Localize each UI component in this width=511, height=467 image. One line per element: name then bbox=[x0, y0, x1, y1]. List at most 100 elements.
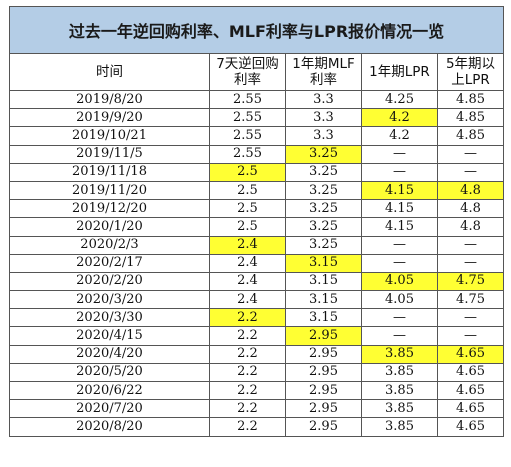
cell-lpr-5y: — bbox=[436, 326, 505, 346]
table-row: 2019/9/20 2.55 3.3 4.2 4.85 bbox=[9, 108, 505, 128]
cell-date: 2020/7/20 bbox=[9, 399, 210, 419]
cell-lpr-5y: 4.65 bbox=[436, 344, 505, 364]
cell-reverse-repo: 2.4 bbox=[209, 253, 286, 273]
col-header-lpr-1y: 1年期LPR bbox=[361, 53, 438, 91]
cell-reverse-repo: 2.2 bbox=[209, 326, 286, 346]
cell-reverse-repo: 2.5 bbox=[209, 162, 286, 182]
table-row: 2019/11/18 2.5 3.25— — bbox=[9, 162, 505, 182]
table-row: 2020/4/15 2.2 2.95— — bbox=[9, 326, 505, 346]
cell-date: 2020/2/3 bbox=[9, 235, 210, 255]
cell-lpr-5y: 4.8 bbox=[436, 199, 505, 219]
cell-lpr-1y: — bbox=[361, 235, 438, 255]
table-row: 2020/7/20 2.2 2.95 3.85 4.65 bbox=[9, 399, 505, 419]
cell-reverse-repo: 2.5 bbox=[209, 217, 286, 237]
cell-lpr-5y: 4.8 bbox=[436, 180, 505, 201]
cell-mlf: 3.15 bbox=[285, 308, 362, 328]
cell-lpr-1y: 3.85 bbox=[361, 344, 438, 364]
cell-lpr-5y: 4.85 bbox=[436, 89, 505, 110]
cell-date: 2019/8/20 bbox=[9, 89, 210, 110]
cell-lpr-1y: 3.85 bbox=[361, 380, 438, 401]
cell-mlf: 3.25 bbox=[285, 199, 362, 219]
table-row: 2020/8/20 2.2 2.95 3.85 4.65 bbox=[9, 417, 505, 437]
table-row: 2019/11/20 2.5 3.25 4.15 4.8 bbox=[9, 180, 505, 201]
cell-mlf: 2.95 bbox=[285, 362, 362, 383]
rate-table: 过去一年逆回购利率、MLF利率与LPR报价情况一览 时间 7天逆回购利率 1年期… bbox=[8, 6, 505, 437]
cell-date: 2020/8/20 bbox=[9, 417, 210, 437]
cell-lpr-5y: — bbox=[436, 253, 505, 273]
cell-lpr-5y: 4.65 bbox=[436, 399, 505, 419]
cell-lpr-1y: 4.15 bbox=[361, 180, 438, 201]
cell-date: 2020/3/20 bbox=[9, 290, 210, 310]
cell-mlf: 3.15 bbox=[285, 290, 362, 310]
cell-reverse-repo: 2.2 bbox=[209, 399, 286, 419]
table-row: 2020/5/20 2.2 2.95 3.85 4.65 bbox=[9, 362, 505, 383]
table-row: 2020/4/20 2.2 2.95 3.85 4.65 bbox=[9, 344, 505, 364]
cell-reverse-repo: 2.4 bbox=[209, 235, 286, 255]
cell-date: 2020/6/22 bbox=[9, 380, 210, 401]
cell-reverse-repo: 2.2 bbox=[209, 380, 286, 401]
cell-lpr-5y: 4.65 bbox=[436, 380, 505, 401]
cell-lpr-5y: 4.75 bbox=[436, 271, 505, 292]
cell-lpr-5y: 4.85 bbox=[436, 126, 505, 146]
table-row: 2020/6/22 2.2 2.95 3.85 4.65 bbox=[9, 380, 505, 401]
table-row: 2020/1/20 2.5 3.25 4.15 4.8 bbox=[9, 217, 505, 237]
table-title: 过去一年逆回购利率、MLF利率与LPR报价情况一览 bbox=[8, 6, 505, 54]
table-row: 2019/8/20 2.55 3.3 4.25 4.85 bbox=[9, 89, 505, 110]
cell-mlf: 2.95 bbox=[285, 399, 362, 419]
cell-lpr-5y: 4.85 bbox=[436, 108, 505, 128]
cell-date: 2020/4/20 bbox=[9, 344, 210, 364]
cell-lpr-1y: 3.85 bbox=[361, 362, 438, 383]
cell-mlf: 3.15 bbox=[285, 253, 362, 273]
cell-lpr-1y: — bbox=[361, 308, 438, 328]
cell-lpr-1y: 4.05 bbox=[361, 271, 438, 292]
cell-lpr-5y: — bbox=[436, 162, 505, 182]
cell-date: 2020/2/20 bbox=[9, 271, 210, 292]
cell-lpr-5y: 4.65 bbox=[436, 362, 505, 383]
cell-lpr-1y: — bbox=[361, 162, 438, 182]
cell-lpr-1y: 4.15 bbox=[361, 217, 438, 237]
cell-lpr-1y: 4.15 bbox=[361, 199, 438, 219]
table-row: 2019/11/5 2.55 3.25— — bbox=[9, 144, 505, 164]
col-header-date: 时间 bbox=[9, 53, 210, 91]
cell-mlf: 3.25 bbox=[285, 144, 362, 164]
table-row: 2019/10/21 2.55 3.3 4.2 4.85 bbox=[9, 126, 505, 146]
cell-reverse-repo: 2.55 bbox=[209, 108, 286, 128]
cell-date: 2019/12/20 bbox=[9, 199, 210, 219]
cell-reverse-repo: 2.2 bbox=[209, 308, 286, 328]
cell-reverse-repo: 2.4 bbox=[209, 271, 286, 292]
table-row: 2020/2/20 2.4 3.15 4.05 4.75 bbox=[9, 271, 505, 292]
cell-date: 2020/1/20 bbox=[9, 217, 210, 237]
cell-lpr-5y: 4.65 bbox=[436, 417, 505, 437]
cell-mlf: 2.95 bbox=[285, 344, 362, 364]
cell-reverse-repo: 2.2 bbox=[209, 417, 286, 437]
cell-lpr-1y: — bbox=[361, 144, 438, 164]
cell-reverse-repo: 2.55 bbox=[209, 126, 286, 146]
cell-mlf: 3.25 bbox=[285, 180, 362, 201]
cell-date: 2020/3/30 bbox=[9, 308, 210, 328]
col-header-lpr-5y: 5年期以上LPR bbox=[436, 53, 505, 91]
cell-lpr-1y: 4.2 bbox=[361, 126, 438, 146]
cell-date: 2020/2/17 bbox=[9, 253, 210, 273]
cell-lpr-1y: 3.85 bbox=[361, 417, 438, 437]
cell-lpr-5y: 4.75 bbox=[436, 290, 505, 310]
cell-date: 2019/11/18 bbox=[9, 162, 210, 182]
cell-date: 2019/11/5 bbox=[9, 144, 210, 164]
cell-mlf: 3.3 bbox=[285, 126, 362, 146]
cell-mlf: 3.25 bbox=[285, 217, 362, 237]
cell-mlf: 2.95 bbox=[285, 326, 362, 346]
table-body: 2019/8/20 2.55 3.3 4.25 4.85 2019/9/20 2.55 3.3… bbox=[9, 89, 505, 437]
cell-lpr-1y: 4.05 bbox=[361, 290, 438, 310]
cell-mlf: 2.95 bbox=[285, 380, 362, 401]
cell-reverse-repo: 2.2 bbox=[209, 362, 286, 383]
table-row: 2020/2/17 2.4 3.15— — bbox=[9, 253, 505, 273]
cell-reverse-repo: 2.5 bbox=[209, 199, 286, 219]
cell-date: 2020/4/15 bbox=[9, 326, 210, 346]
cell-mlf: 3.25 bbox=[285, 162, 362, 182]
cell-lpr-5y: 4.8 bbox=[436, 217, 505, 237]
cell-reverse-repo: 2.55 bbox=[209, 89, 286, 110]
cell-mlf: 2.95 bbox=[285, 417, 362, 437]
table-row: 2020/3/20 2.4 3.15 4.05 4.75 bbox=[9, 290, 505, 310]
cell-mlf: 3.3 bbox=[285, 89, 362, 110]
cell-reverse-repo: 2.5 bbox=[209, 180, 286, 201]
